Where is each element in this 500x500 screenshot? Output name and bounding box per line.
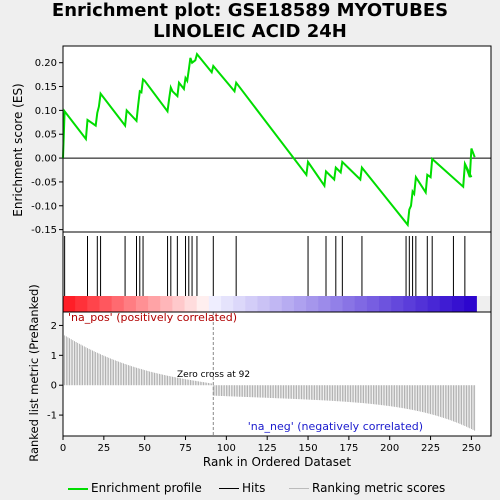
heat-segment	[63, 296, 76, 312]
legend-ranking-metric: Ranking metric scores	[289, 481, 445, 495]
enrichment-profile-tail-line	[463, 148, 476, 178]
metric-y-tick-label: 2	[51, 321, 57, 332]
heat-segment	[293, 296, 307, 312]
heat-segment	[123, 296, 137, 312]
es-y-tick-label: 0.10	[35, 106, 57, 117]
heat-segment	[306, 296, 319, 312]
heat-segment	[160, 296, 174, 312]
x-tick-label: 250	[462, 443, 481, 454]
es-y-tick-label: 0.00	[35, 154, 57, 165]
rank-heat-bar	[63, 296, 477, 312]
heat-segment	[172, 296, 186, 312]
legend-hits-swatch	[219, 488, 239, 489]
heat-segment	[379, 296, 392, 312]
heat-segment	[451, 296, 465, 312]
heat-segment	[111, 296, 125, 312]
heat-segment	[427, 296, 441, 312]
es-panel: 0.20 0.15 0.10 0.05 0.00 -0.05 -0.10 -0.15	[31, 45, 492, 236]
heat-segment	[281, 296, 295, 312]
heat-segment	[99, 296, 113, 312]
es-y-tick-label: 0.15	[35, 82, 57, 93]
heat-segment	[366, 296, 380, 312]
heat-segment	[257, 296, 271, 312]
x-axis-label: Rank in Ordered Dataset	[203, 455, 351, 469]
es-panel-background	[63, 46, 491, 232]
legend-profile-swatch	[68, 487, 88, 490]
heat-segment	[342, 296, 356, 312]
x-tick-label: 150	[298, 443, 317, 454]
heat-segment	[184, 296, 198, 312]
heat-segment	[391, 296, 404, 312]
zero-cross-label: Zero cross at 92	[177, 370, 250, 380]
negative-correlation-label: 'na_neg' (negatively correlated)	[248, 420, 423, 433]
heat-segment	[318, 296, 332, 312]
x-tick-label: 125	[258, 443, 277, 454]
es-y-tick-label: -0.10	[31, 201, 57, 212]
legend-metric-label: Ranking metric scores	[312, 481, 446, 495]
heat-segment	[233, 296, 246, 312]
heat-segment	[330, 296, 344, 312]
legend-metric-swatch	[289, 488, 309, 489]
heat-segment	[87, 296, 101, 312]
x-tick-label: 100	[217, 443, 236, 454]
heat-segment	[269, 296, 283, 312]
x-tick-label: 50	[138, 443, 151, 454]
heat-segment	[439, 296, 453, 312]
metric-y-axis-label: Ranked list metric (PreRanked)	[27, 284, 41, 462]
enrichment-profile-line	[62, 51, 473, 228]
hits-panel	[62, 231, 492, 313]
chart-title-line-1: Enrichment plot: GSE18589 MYOTUBES	[51, 0, 449, 21]
metric-y-tick-label: 0	[51, 381, 57, 392]
heat-segment	[208, 296, 222, 312]
legend-enrichment-profile: Enrichment profile	[68, 481, 202, 495]
legend-hits-label: Hits	[242, 481, 266, 495]
x-tick-label: 75	[179, 443, 192, 454]
metric-panel-background	[63, 312, 491, 436]
heat-segment	[135, 296, 149, 312]
es-y-tick-label: -0.15	[31, 225, 57, 236]
x-tick-label: 225	[421, 443, 440, 454]
chart-title: Enrichment plot: GSE18589 MYOTUBES LINOL…	[0, 0, 500, 42]
x-tick-label: 200	[380, 443, 399, 454]
heat-segment	[245, 296, 259, 312]
heat-segment	[221, 296, 234, 312]
legend-hits: Hits	[219, 481, 265, 495]
heat-segment	[75, 296, 88, 312]
heat-segment	[415, 296, 429, 312]
chart-title-line-2: LINOLEIC ACID 24H	[153, 21, 347, 42]
metric-panel-frame	[62, 311, 492, 437]
heat-segment	[403, 296, 417, 312]
legend: Enrichment profile Hits Ranking metric s…	[62, 478, 500, 498]
heat-segment	[354, 296, 368, 312]
heat-segment	[196, 296, 210, 312]
es-y-tick-label: -0.05	[31, 177, 57, 188]
metric-y-tick-label: -1	[47, 411, 57, 422]
ranking-metric-bars	[62, 319, 476, 431]
x-tick-label: 0	[60, 443, 66, 454]
legend-profile-label: Enrichment profile	[91, 481, 202, 495]
heat-segment	[464, 296, 477, 312]
es-y-tick-label: 0.05	[35, 130, 57, 141]
es-y-axis-label: Enrichment score (ES)	[11, 83, 25, 216]
metric-y-tick-label: 1	[51, 351, 57, 362]
metric-panel: 2 1 0 -1 'na_pos' (positively correlated) '…	[47, 311, 492, 437]
x-tick-label: 175	[339, 443, 358, 454]
x-tick-label: 25	[97, 443, 110, 454]
positive-correlation-label: 'na_pos' (positively correlated)	[68, 311, 237, 324]
es-y-tick-label: 0.20	[35, 58, 57, 69]
heat-segment	[148, 296, 161, 312]
hits-panel-background	[63, 232, 491, 296]
